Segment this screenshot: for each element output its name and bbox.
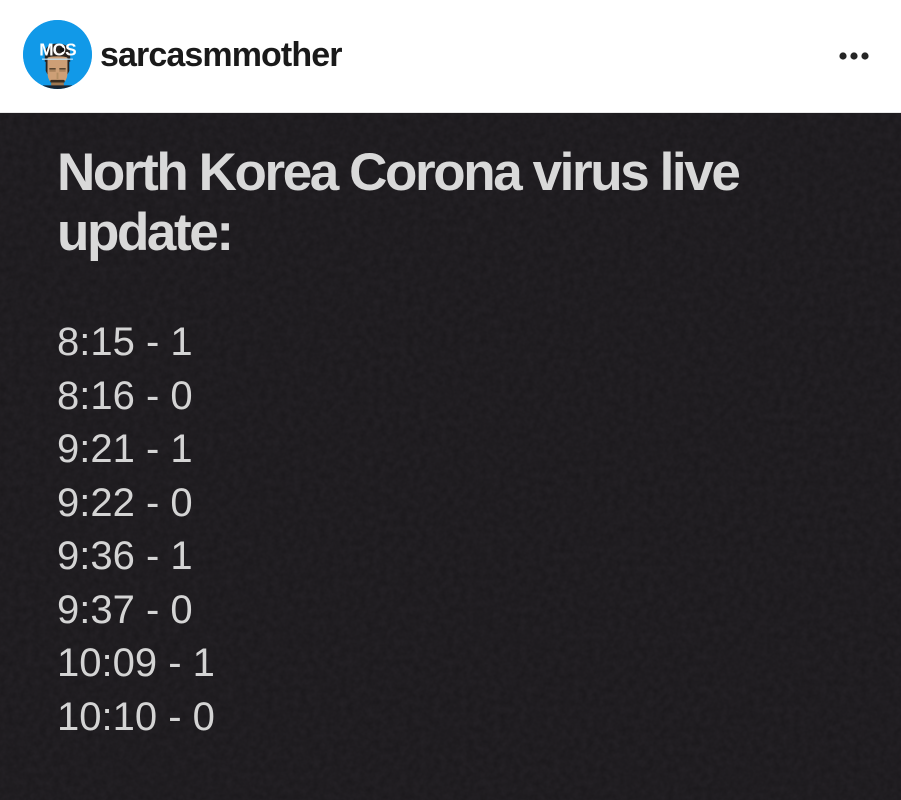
svg-text:MOS: MOS bbox=[39, 39, 76, 59]
